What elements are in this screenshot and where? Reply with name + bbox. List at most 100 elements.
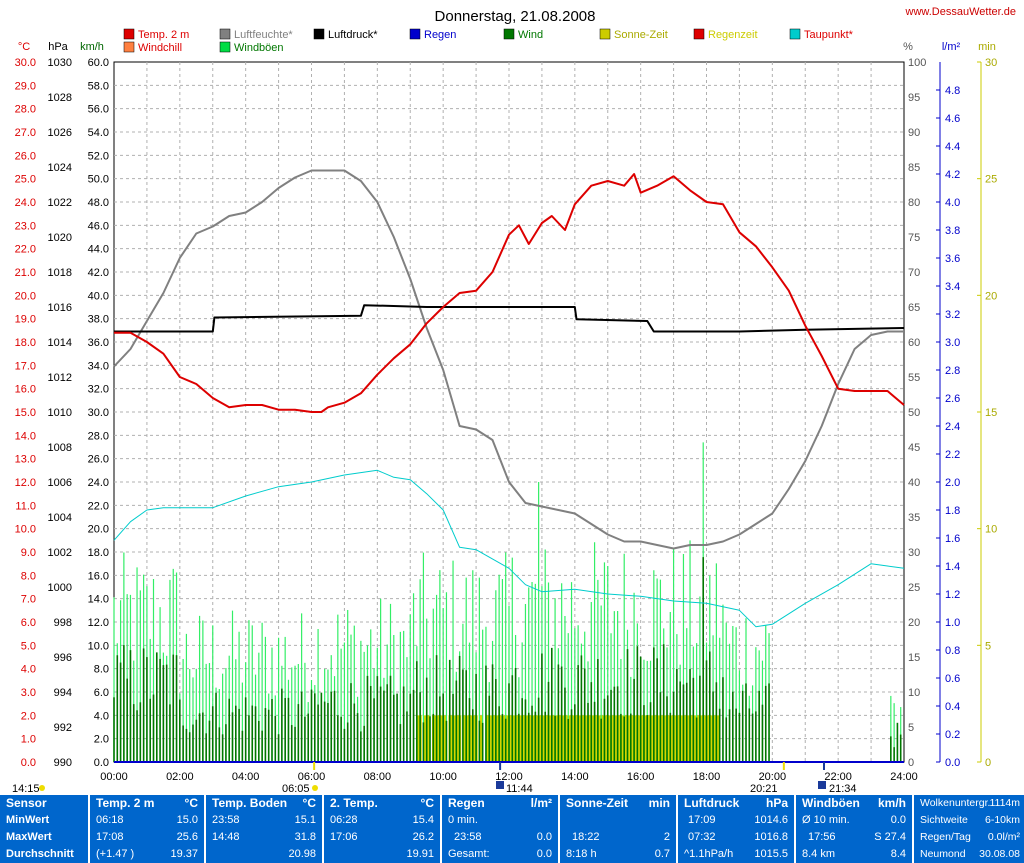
min-unit-label: min bbox=[978, 41, 996, 53]
legend-label: Luftfeuchte* bbox=[234, 29, 293, 41]
sonne-unit: min bbox=[649, 795, 670, 812]
tick-label-wind: 16.0 bbox=[88, 570, 109, 582]
tick-label-press: 994 bbox=[54, 687, 72, 699]
tick-label-hum: 40 bbox=[908, 477, 920, 489]
sunshine-bar bbox=[486, 715, 720, 762]
stats-windboen: Windböen km/h Ø 10 min. 0.0 17:56 S 27.4 8.… bbox=[796, 795, 912, 863]
tick-label-rain: 0.4 bbox=[945, 701, 960, 713]
tick-label-hum: 95 bbox=[908, 92, 920, 104]
stats-label-sensor: Sensor bbox=[0, 795, 88, 812]
tick-label-temp: 2.0 bbox=[21, 710, 36, 722]
sonne-title: Sonne-Zeit bbox=[566, 796, 628, 810]
tick-label-wind: 22.0 bbox=[88, 500, 109, 512]
moonrise-icon bbox=[818, 781, 826, 789]
tick-label-wind: 44.0 bbox=[88, 244, 109, 256]
tick-label-wind: 2.0 bbox=[94, 734, 109, 746]
tick-label-temp: 13.0 bbox=[15, 454, 36, 466]
hum-unit-label: % bbox=[903, 41, 913, 53]
tick-label-time: 20:00 bbox=[759, 771, 787, 783]
tick-label-hum: 85 bbox=[908, 162, 920, 174]
tick-label-min: 0 bbox=[985, 757, 991, 769]
tick-label-min: 30 bbox=[985, 57, 997, 69]
tick-label-press: 1026 bbox=[48, 127, 72, 139]
tick-label-time: 10:00 bbox=[429, 771, 457, 783]
tick-label-rain: 1.0 bbox=[945, 617, 960, 629]
legend-swatch bbox=[220, 42, 230, 52]
tick-label-temp: 29.0 bbox=[15, 80, 36, 92]
tick-label-min: 10 bbox=[985, 524, 997, 536]
temp-unit-label: °C bbox=[18, 41, 30, 53]
tick-label-min: 5 bbox=[985, 640, 991, 652]
tick-label-wind: 30.0 bbox=[88, 407, 109, 419]
tick-label-rain: 2.4 bbox=[945, 421, 960, 433]
tick-label-press: 1016 bbox=[48, 302, 72, 314]
tick-label-hum: 65 bbox=[908, 302, 920, 314]
website-link[interactable]: www.DessauWetter.de bbox=[905, 6, 1016, 18]
legend-swatch bbox=[600, 29, 610, 39]
moonrise-time: 21:34 bbox=[829, 783, 857, 795]
tick-label-rain: 3.2 bbox=[945, 309, 960, 321]
tick-label-temp: 3.0 bbox=[21, 687, 36, 699]
tick-label-temp: 14.0 bbox=[15, 430, 36, 442]
tick-label-press: 992 bbox=[54, 722, 72, 734]
tick-label-rain: 1.2 bbox=[945, 589, 960, 601]
tick-label-temp: 11.0 bbox=[15, 500, 36, 512]
tick-label-temp: 22.0 bbox=[15, 244, 36, 256]
mond-label: Neumond bbox=[920, 846, 966, 863]
tick-label-temp: 4.0 bbox=[21, 664, 36, 676]
tick-label-rain: 3.6 bbox=[945, 253, 960, 265]
stats-label-avg: Durchschnitt bbox=[0, 846, 88, 863]
tick-label-temp: 1.0 bbox=[21, 734, 36, 746]
tick-label-press: 1030 bbox=[48, 57, 72, 69]
tick-label-wind: 6.0 bbox=[94, 687, 109, 699]
tick-label-time: 00:00 bbox=[100, 771, 128, 783]
tick-label-wind: 50.0 bbox=[88, 174, 109, 186]
luftdruck-title: Luftdruck bbox=[684, 796, 739, 810]
tick-label-press: 1012 bbox=[48, 372, 72, 384]
tick-label-wind: 32.0 bbox=[88, 384, 109, 396]
stats-label-max: MaxWert bbox=[0, 829, 88, 846]
tick-label-press: 1006 bbox=[48, 477, 72, 489]
windboen-row2-time: 17:56 bbox=[808, 829, 836, 846]
weather-chart: 30.0 29.0 28.0 27.0 26.0 25.0 24.0 23.0 22.0 21.0… bbox=[0, 0, 1024, 795]
temp2m-max-time: 17:08 bbox=[96, 829, 124, 846]
legend-label: Regen bbox=[424, 29, 456, 41]
legend-label: Regenzeit bbox=[708, 29, 758, 41]
temp2m-title: Temp. 2 m bbox=[96, 796, 154, 810]
tick-label-temp: 9.0 bbox=[21, 547, 36, 559]
tick-label-press: 1022 bbox=[48, 197, 72, 209]
luftdruck-avg-val: 1015.5 bbox=[754, 846, 788, 863]
tick-label-rain: 3.0 bbox=[945, 337, 960, 349]
luftdruck-min-time: 17:09 bbox=[688, 812, 716, 829]
tick-label-wind: 40.0 bbox=[88, 290, 109, 302]
temp2-title: 2. Temp. bbox=[330, 796, 378, 810]
boden-unit: °C bbox=[303, 795, 316, 812]
boden-max-val: 31.8 bbox=[295, 829, 316, 846]
tick-label-temp: 23.0 bbox=[15, 220, 36, 232]
temp2-min-val: 15.4 bbox=[413, 812, 434, 829]
sunset-time: 20:21 bbox=[750, 783, 778, 795]
tick-label-press: 1018 bbox=[48, 267, 72, 279]
regen-row3-val: 0.0 bbox=[537, 846, 552, 863]
tick-label-wind: 10.0 bbox=[88, 640, 109, 652]
legend-label: Sonne-Zeit bbox=[614, 29, 668, 41]
tick-label-time: 14:00 bbox=[561, 771, 589, 783]
wolken-val: 1114m bbox=[989, 795, 1020, 812]
sunrise-time: 06:05 bbox=[282, 783, 310, 795]
legend-swatch bbox=[124, 42, 134, 52]
legend-swatch bbox=[410, 29, 420, 39]
tick-label-time: 22:00 bbox=[824, 771, 852, 783]
tick-label-wind: 52.0 bbox=[88, 150, 109, 162]
tick-label-rain: 3.8 bbox=[945, 225, 960, 237]
regen-row2-time: 23:58 bbox=[454, 829, 482, 846]
tick-label-temp: 5.0 bbox=[21, 640, 36, 652]
tick-label-temp: 28.0 bbox=[15, 104, 36, 116]
tick-label-rain: 4.2 bbox=[945, 169, 960, 181]
sonne-row2-val: 2 bbox=[664, 829, 670, 846]
tick-label-wind: 8.0 bbox=[94, 664, 109, 676]
tick-label-hum: 10 bbox=[908, 687, 920, 699]
windboen-unit: km/h bbox=[878, 795, 906, 812]
tick-label-press: 1008 bbox=[48, 442, 72, 454]
stats-regen: Regen l/m² 0 min. 23:58 0.0 Gesamt: 0.0 bbox=[442, 795, 558, 863]
temp2m-avg-val: 19.37 bbox=[170, 846, 198, 863]
